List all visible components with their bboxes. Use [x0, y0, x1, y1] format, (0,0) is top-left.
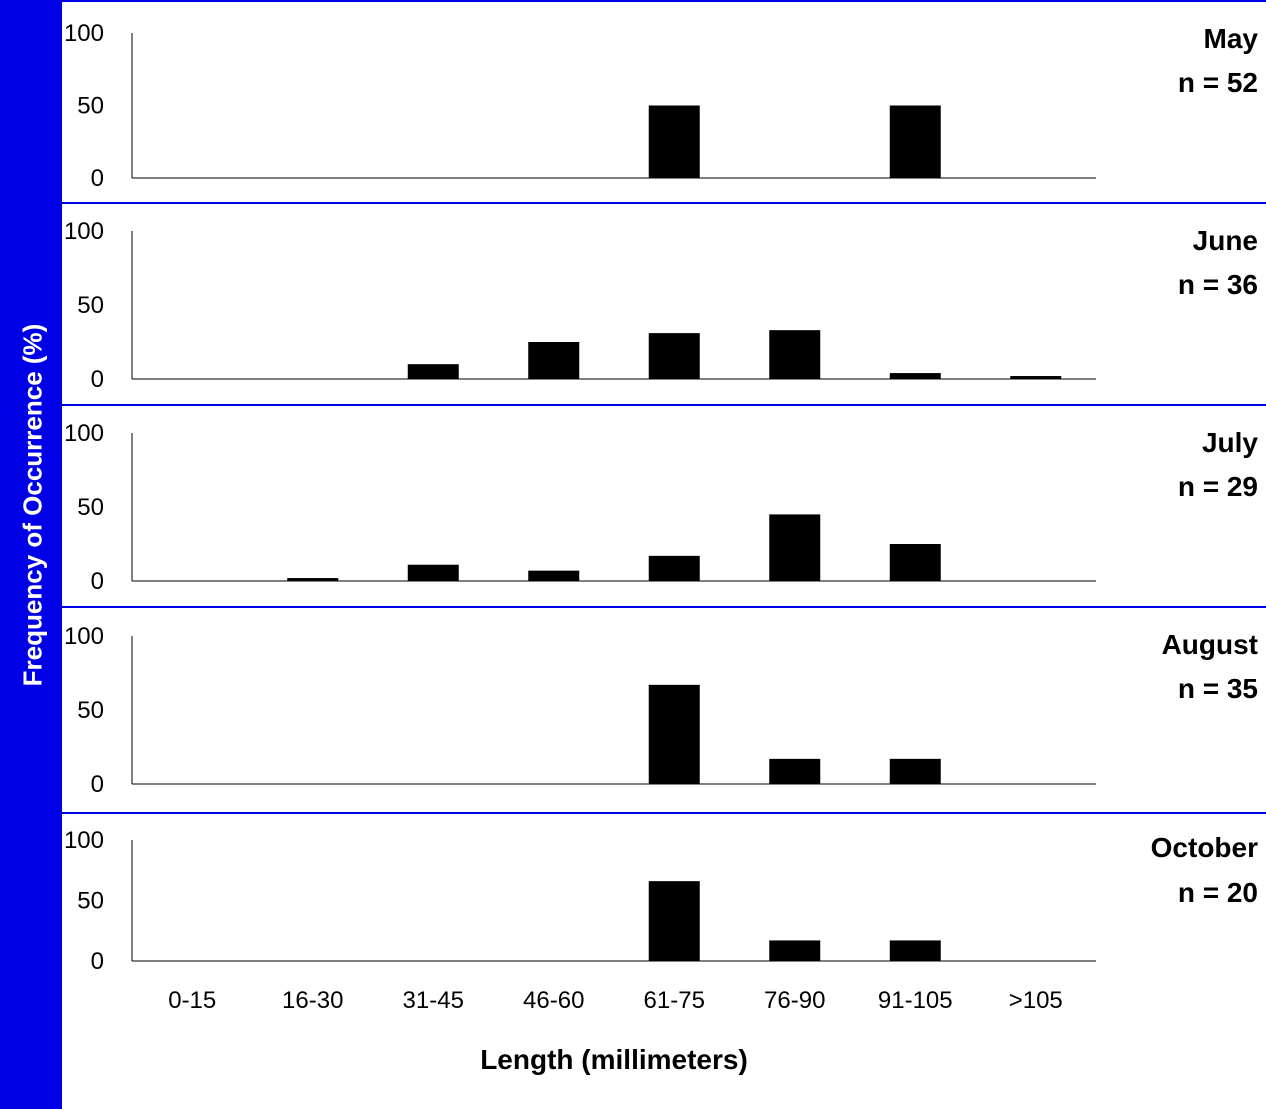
panel-n-label: n = 20 [1177, 877, 1258, 908]
y-tick-label: 100 [64, 420, 104, 447]
y-tick-label: 50 [77, 888, 104, 915]
x-tick-label: 91-105 [877, 987, 953, 1014]
panel-month-label: June [1192, 225, 1258, 256]
y-tick-label: 50 [77, 292, 104, 319]
bar-46-60 [528, 342, 580, 379]
y-tick-label: 50 [77, 93, 104, 120]
y-tick-label: 100 [64, 623, 104, 650]
y-tick-label: 50 [77, 697, 104, 724]
y-axis-label: Frequency of Occurrence (%) [17, 323, 48, 687]
x-axis-label: Length (millimeters) [480, 1044, 748, 1075]
panel-plot: 100 50 0 [64, 218, 1096, 393]
x-tick-label: 16-30 [282, 987, 344, 1014]
x-tick-label: 76-90 [764, 987, 826, 1014]
y-tick-label: 0 [91, 568, 104, 595]
y-tick-label: 0 [91, 366, 104, 393]
panel-plot: 100 50 0 [64, 827, 1096, 975]
bar-31-45 [407, 364, 459, 379]
panel-plot: 100 50 0 [64, 420, 1096, 595]
bar-76-90 [769, 758, 821, 784]
bar-76-90 [769, 330, 821, 379]
bar-91-105 [889, 373, 941, 379]
panel-august: 100 50 0 August n = 35 [62, 606, 1266, 812]
panel-month-label: October [1150, 832, 1258, 863]
x-tick-label: >105 [1008, 987, 1063, 1014]
x-tick-label: 46-60 [523, 987, 585, 1014]
bar-61-75 [648, 881, 700, 961]
y-tick-label: 100 [64, 20, 104, 47]
panel-june: 100 50 0 June n = 36 [62, 202, 1266, 406]
panel-july: 100 50 0 July n = 29 [62, 404, 1266, 608]
panel-may: 100 50 0 May n = 52 [62, 0, 1266, 204]
bar-31-45 [407, 564, 459, 581]
bar-61-75 [648, 333, 700, 379]
panel-plot: 100 50 0 [64, 623, 1096, 798]
panel-n-label: n = 29 [1177, 471, 1258, 502]
bar-61-75 [648, 555, 700, 581]
panel-n-label: n = 36 [1177, 269, 1258, 300]
bar-91-105 [889, 544, 941, 581]
x-tick-label: 0-15 [168, 987, 217, 1014]
bar-46-60 [528, 570, 580, 581]
panel-plot: 100 50 0 [64, 20, 1096, 192]
panel-n-label: n = 35 [1177, 673, 1258, 704]
bar-61-75 [648, 684, 700, 784]
y-tick-label: 100 [64, 827, 104, 854]
panel-month-label: August [1161, 629, 1258, 660]
bar-61-75 [648, 105, 700, 178]
panel-n-label: n = 52 [1177, 67, 1258, 98]
bar-76-90 [769, 514, 821, 581]
panel-october: 100 50 0 October n = 20 [62, 812, 1266, 990]
bar-91-105 [889, 758, 941, 784]
bar->105 [1010, 376, 1062, 379]
left-band: Frequency of Occurrence (%) [0, 0, 62, 1109]
y-tick-label: 100 [64, 218, 104, 245]
x-tick-label: 31-45 [402, 987, 464, 1014]
x-tick-label: 61-75 [643, 987, 705, 1014]
bar-91-105 [889, 105, 941, 178]
panel-month-label: May [1203, 23, 1258, 54]
bar-91-105 [889, 940, 941, 961]
y-tick-label: 0 [91, 948, 104, 975]
bar-16-30 [287, 578, 339, 581]
y-tick-label: 0 [91, 165, 104, 192]
y-tick-label: 50 [77, 494, 104, 521]
panel-month-label: July [1201, 427, 1258, 458]
y-tick-label: 0 [91, 771, 104, 798]
bar-76-90 [769, 940, 821, 961]
